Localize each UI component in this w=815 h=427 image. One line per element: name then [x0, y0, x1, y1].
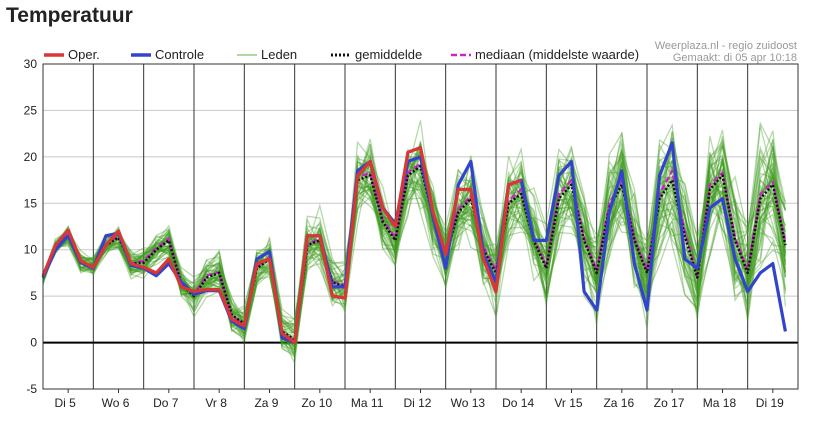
member-line	[42, 163, 787, 352]
member-line	[42, 131, 787, 336]
member-line	[42, 157, 787, 357]
x-tick-label: Za 16	[603, 396, 634, 410]
member-line	[42, 153, 787, 348]
y-tick-label: 15	[24, 196, 38, 210]
x-tick-label: Za 9	[254, 396, 278, 410]
member-line	[42, 160, 786, 355]
legend-label-median: mediaan (middelste waarde)	[475, 47, 639, 62]
legend: Oper. Controle Leden gemiddelde mediaan (mid…	[44, 47, 639, 62]
member-line	[42, 168, 787, 334]
x-tick-label: Di 5	[54, 396, 76, 410]
x-tick-label: Ma 18	[703, 396, 737, 410]
member-line	[42, 142, 787, 320]
x-tick-label: Do 14	[502, 396, 534, 410]
member-line	[42, 169, 787, 351]
legend-label-controle: Controle	[155, 47, 204, 62]
x-tick-label: Di 12	[403, 396, 431, 410]
member-line	[42, 150, 787, 354]
legend-label-oper: Oper.	[68, 47, 100, 62]
y-tick-label: 30	[24, 57, 38, 71]
member-line	[42, 149, 787, 342]
member-line	[42, 144, 787, 346]
member-line	[42, 138, 787, 343]
y-tick-label: -5	[26, 382, 37, 396]
y-tick-label: 0	[30, 336, 37, 350]
x-tick-label: Do 7	[153, 396, 179, 410]
member-line	[42, 155, 787, 347]
y-tick-label: 20	[24, 150, 38, 164]
series-line-mean	[41, 164, 787, 342]
member-line	[42, 143, 787, 329]
x-tick-label: Ma 11	[351, 396, 384, 410]
member-line	[42, 160, 786, 345]
series-line-controle	[41, 141, 787, 345]
y-tick-label: 10	[24, 243, 38, 257]
member-line	[42, 120, 787, 336]
member-line	[42, 146, 787, 341]
member-line	[42, 144, 786, 342]
member-line	[42, 125, 787, 322]
plot-frame	[42, 63, 799, 390]
x-tick-label: Vr 8	[205, 396, 227, 410]
member-line	[42, 169, 787, 359]
legend-label-leden: Leden	[261, 47, 297, 62]
source-credit: Weerplaza.nl - regio zuidoost	[655, 40, 797, 52]
member-line	[42, 159, 787, 343]
series-lines	[41, 141, 787, 345]
y-tick-label: 25	[24, 103, 38, 117]
legend-label-mean: gemiddelde	[355, 47, 422, 62]
member-line	[42, 138, 787, 329]
created-timestamp: Gemaakt: di 05 apr 10:18	[673, 52, 797, 64]
x-tick-label: Zo 17	[654, 396, 685, 410]
x-tick-label: Di 19	[756, 396, 784, 410]
series-line-oper	[41, 146, 522, 345]
x-tick-label: Wo 6	[102, 396, 130, 410]
x-tick-label: Wo 13	[451, 396, 486, 410]
page-title: Temperatuur	[6, 4, 133, 27]
axes: -5 0 5 10 15 20 25 30 Di 5 Wo 6 Do 7 Vr 8 Za 9 Zo 10 M…	[24, 57, 799, 410]
series-line-median	[41, 162, 787, 342]
x-tick-label: Vr 15	[554, 396, 583, 410]
x-tick-label: Zo 10	[301, 396, 332, 410]
member-line	[42, 130, 787, 330]
y-tick-label: 5	[30, 289, 37, 303]
member-line	[42, 138, 787, 353]
member-line	[42, 169, 787, 349]
